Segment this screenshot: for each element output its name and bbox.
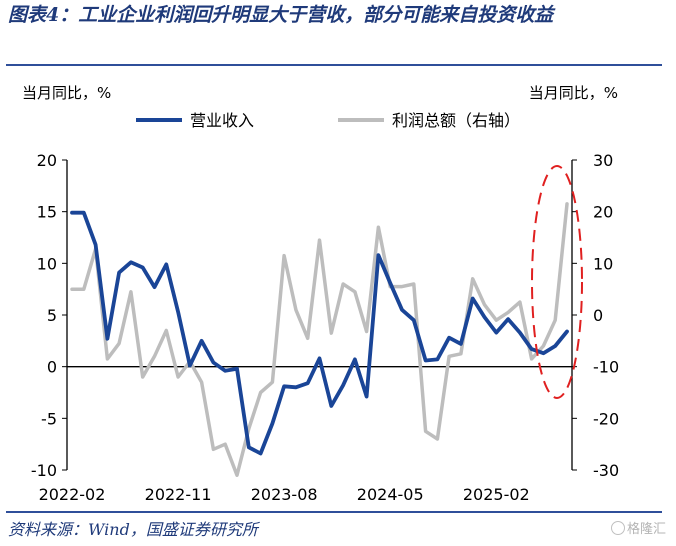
source-rule xyxy=(6,511,662,513)
left-tick-label: 10 xyxy=(37,254,57,273)
x-tick-label: 2022-02 xyxy=(39,485,106,504)
left-axis-label: 当月同比，% xyxy=(22,84,111,102)
right-tick-label: -30 xyxy=(593,461,619,480)
right-tick-label: -20 xyxy=(593,409,619,428)
right-tick-label: 20 xyxy=(593,203,613,222)
right-tick-label: -10 xyxy=(593,358,619,377)
right-tick-label: 10 xyxy=(593,254,613,273)
left-tick-label: -10 xyxy=(31,461,57,480)
x-tick-label: 2024-05 xyxy=(357,485,424,504)
left-tick-label: -5 xyxy=(41,409,57,428)
watermark-text: 格隆汇 xyxy=(626,522,666,537)
left-tick-label: 20 xyxy=(37,151,57,170)
title-rule xyxy=(6,64,662,66)
x-tick-label: 2023-08 xyxy=(251,485,318,504)
left-tick-label: 5 xyxy=(47,306,57,325)
watermark-logo-icon xyxy=(610,521,625,535)
figure-title: 图表4：工业企业利润回升明显大于营收，部分可能来自投资收益 xyxy=(8,4,554,26)
left-tick-label: 0 xyxy=(47,358,57,377)
series-layer xyxy=(70,202,569,477)
highlight-ellipse xyxy=(531,165,583,399)
revenue-series-line xyxy=(70,210,569,456)
line-chart: 当月同比，% 当月同比，% 营业收入 利润总额（右轴） 20 15 10 5 0 -5 -1… xyxy=(22,84,619,504)
legend-label-revenue: 营业收入 xyxy=(190,111,254,130)
source-note: 资料来源：Wind，国盛证券研究所 xyxy=(8,520,258,539)
right-tick-label: 0 xyxy=(593,306,603,325)
watermark: 格隆汇 xyxy=(610,518,666,537)
left-tick-label: 15 xyxy=(37,203,57,222)
right-axis-label: 当月同比，% xyxy=(529,84,618,102)
axes: 20 15 10 5 0 -5 -10 30 20 10 0 -10 -20 -30 2022-02 2022… xyxy=(31,151,619,504)
profit-series-line xyxy=(70,202,569,477)
right-tick-label: 30 xyxy=(593,151,613,170)
x-tick-label: 2025-02 xyxy=(463,485,530,504)
legend-label-profit: 利润总额（右轴） xyxy=(392,111,520,130)
x-tick-label: 2022-11 xyxy=(145,485,212,504)
